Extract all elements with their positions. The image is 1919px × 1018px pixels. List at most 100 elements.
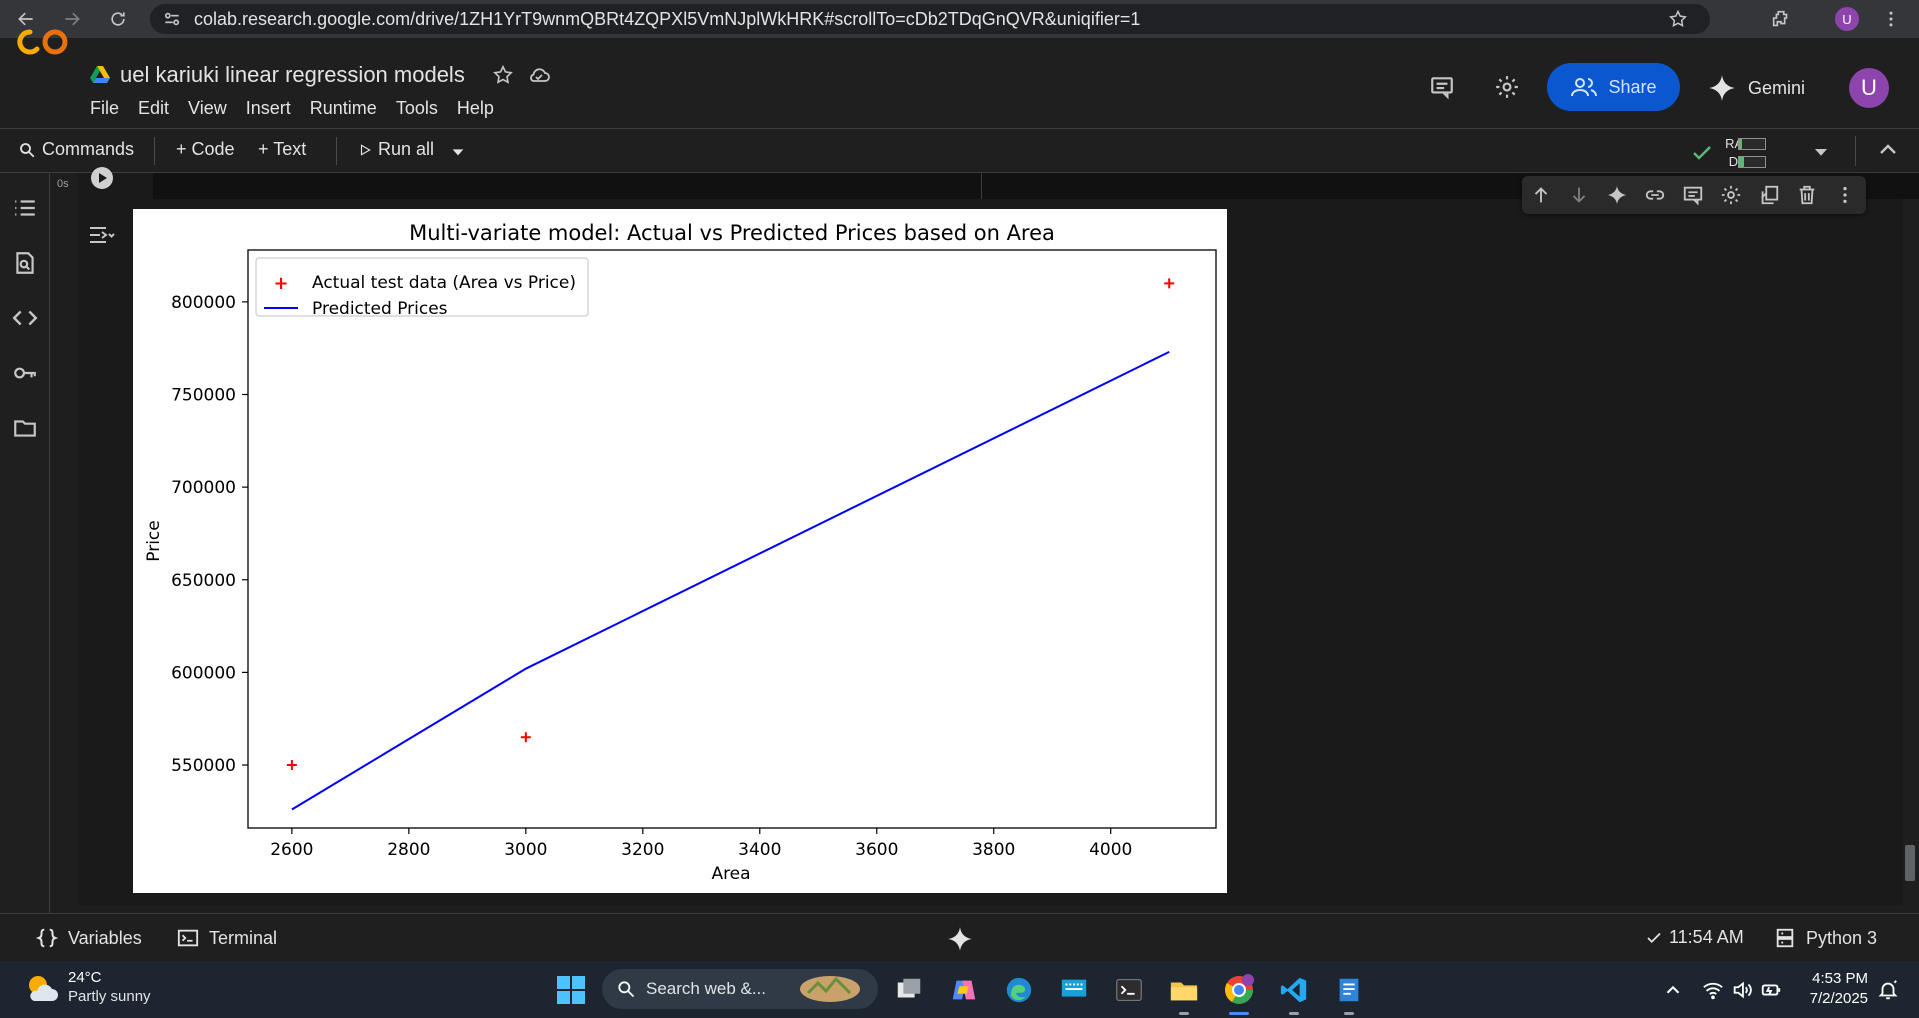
clock-time: 4:53 PM [1812,970,1868,987]
run-cell-icon[interactable] [90,166,114,190]
browser-profile-avatar[interactable]: U [1832,4,1862,34]
cell-toolbar [1522,176,1866,214]
secrets-key-icon[interactable] [12,360,38,386]
delete-icon[interactable] [1796,183,1818,207]
menu-runtime[interactable]: Runtime [309,98,377,118]
browser-toolbar: colab.research.google.com/drive/1ZH1YrT9… [0,0,1919,38]
weather-widget[interactable]: 24°C Partly sunny [24,969,151,1007]
settings-gear-icon[interactable] [1492,72,1522,102]
status-bar: Variables Terminal 11:54 AM Python 3 [0,913,1919,961]
gemini-label: Gemini [1748,77,1806,98]
menu-tools[interactable]: Tools [395,98,438,118]
more-options-icon[interactable] [1834,183,1856,207]
x-tick-label: 3200 [621,840,664,860]
legend: + Actual test data (Area vs Price) Predi… [255,257,589,319]
move-up-icon[interactable] [1530,183,1552,207]
toolbar-divider [336,137,337,165]
add-code-cell-button[interactable]: + Code [176,139,235,159]
terminal-app-icon[interactable] [1113,974,1145,1006]
colab-logo[interactable] [16,28,72,56]
editor-divider [981,173,982,199]
y-tick-label: 800000 [171,293,236,313]
chrome-browser-icon[interactable] [1223,974,1255,1015]
forward-icon[interactable] [54,1,90,37]
on-screen-keyboard-icon[interactable] [1058,974,1090,1006]
notebook-title[interactable]: uel kariuki linear regression models [120,62,465,87]
caret-down-icon[interactable] [1812,143,1830,161]
move-down-icon[interactable] [1568,183,1590,207]
actual-data-point [520,732,531,743]
reload-icon[interactable] [100,1,136,37]
comments-icon[interactable] [1427,72,1457,102]
comment-icon[interactable] [1682,183,1704,207]
notepad-icon[interactable] [1333,974,1365,1015]
run-options-dropdown[interactable] [450,144,472,160]
os-taskbar: 24°C Partly sunny Search web &... [0,961,1919,1018]
notebook-scrollbar[interactable] [1905,845,1915,881]
add-text-cell-button[interactable]: + Text [258,139,307,159]
notification-bell-icon[interactable] [1877,979,1899,1001]
saved-to-drive-icon[interactable] [527,64,551,86]
chevron-up-icon[interactable] [1662,979,1684,1001]
run-all-button[interactable]: Run all [358,139,434,160]
vscode-icon[interactable] [1278,974,1310,1015]
url-text: colab.research.google.com/drive/1ZH1YrT9… [194,8,1141,29]
code-snippets-icon[interactable] [12,305,38,331]
menu-help[interactable]: Help [456,98,494,118]
y-tick-label: 700000 [171,478,236,498]
variables-button[interactable]: Variables [36,927,142,949]
commands-button[interactable]: Commands [18,139,134,160]
file-explorer-icon[interactable] [1168,974,1200,1015]
weather-condition: Partly sunny [68,988,151,1005]
terminal-button[interactable]: Terminal [177,927,277,949]
find-replace-icon[interactable] [12,250,38,276]
windows-start-icon[interactable] [556,975,586,1005]
battery-icon[interactable] [1760,979,1782,1001]
gemini-sparkle-icon[interactable] [947,926,973,952]
menu-bar: File Edit View Insert Runtime Tools Help [90,98,513,119]
x-tick-label: 3400 [738,840,781,860]
system-clock[interactable]: 4:53 PM 7/2/2025 [1802,969,1868,1009]
menu-insert[interactable]: Insert [245,98,291,118]
mirror-cell-icon[interactable] [1758,183,1780,207]
server-icon [1776,928,1794,948]
gemini-button[interactable]: Gemini [1708,68,1805,108]
menu-edit[interactable]: Edit [138,98,170,118]
y-tick-label: 600000 [171,663,236,683]
disk-usage-bar [1738,156,1766,168]
bookmark-star-icon[interactable] [1668,9,1688,29]
back-icon[interactable] [8,1,44,37]
google-drive-icon[interactable] [90,65,110,83]
output-actions-icon[interactable] [87,222,115,248]
cell-settings-icon[interactable] [1720,183,1742,207]
scatter-line-chart: Multi-variate model: Actual vs Predicted… [144,221,1217,884]
runtime-type[interactable]: Python 3 [1774,927,1877,949]
gemini-sparkle-icon[interactable] [1606,183,1628,207]
star-notebook-icon[interactable] [492,64,514,86]
resources-indicator[interactable]: RAM Disk [1690,133,1865,171]
account-avatar[interactable]: U [1849,68,1889,108]
menu-view[interactable]: View [188,98,227,118]
address-bar[interactable]: colab.research.google.com/drive/1ZH1YrT9… [150,4,1710,34]
x-axis: 2600 2800 3000 3200 3400 3600 3800 4000 [270,828,1132,860]
menu-file[interactable]: File [90,98,120,118]
extensions-icon[interactable] [1766,4,1796,34]
copilot-icon[interactable] [948,974,980,1006]
table-of-contents-icon[interactable] [12,195,38,221]
last-execution[interactable]: 11:54 AM [1645,927,1744,948]
taskbar-search[interactable]: Search web &... [602,969,878,1009]
volume-icon[interactable] [1731,979,1753,1001]
browser-menu-icon[interactable] [1876,4,1906,34]
chart-title: Multi-variate model: Actual vs Predicted… [409,221,1055,245]
wifi-icon[interactable] [1702,979,1724,1001]
x-tick-label: 4000 [1089,840,1132,860]
edge-browser-icon[interactable] [1003,974,1035,1006]
chevron-up-icon[interactable] [1876,138,1900,162]
share-button[interactable]: Share [1547,63,1680,111]
task-view-icon[interactable] [893,974,925,1006]
clock-date: 7/2/2025 [1809,990,1868,1007]
files-folder-icon[interactable] [12,415,38,441]
predicted-line [291,350,1170,811]
site-settings-icon[interactable] [162,9,182,29]
link-icon[interactable] [1644,183,1666,207]
